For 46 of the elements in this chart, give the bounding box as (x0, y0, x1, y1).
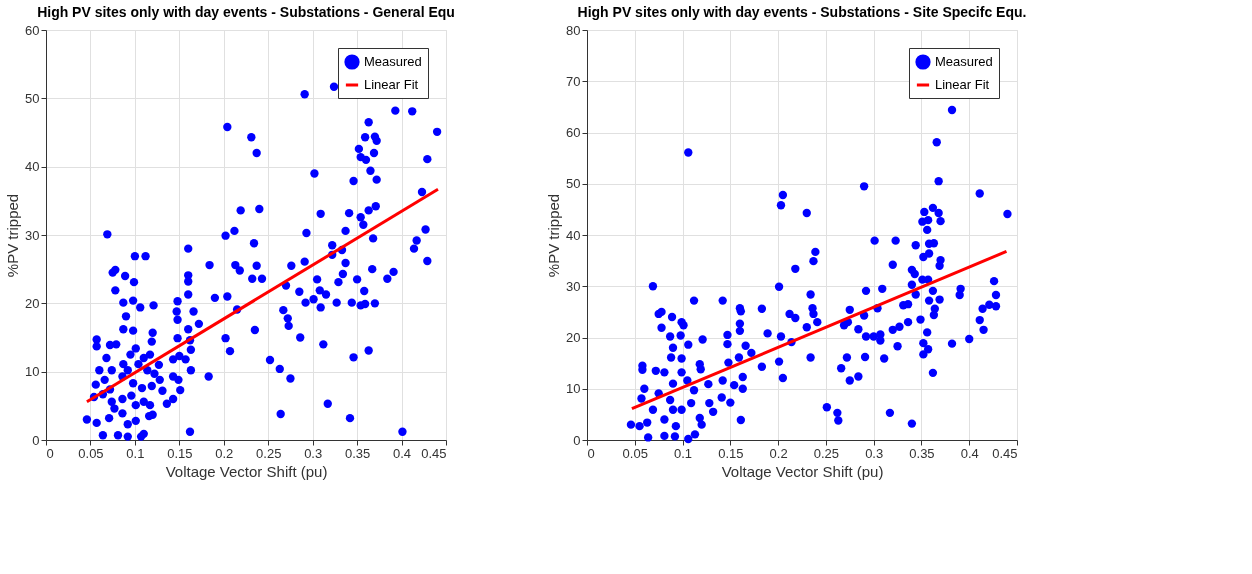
y-tick-label: 50 (25, 90, 40, 106)
y-tick-label: 0 (32, 432, 40, 448)
x-tick-label: 0.3 (865, 445, 884, 461)
x-tick-label: 0.15 (718, 445, 744, 461)
y-tick-label: 30 (566, 278, 581, 294)
y-tick-label: 10 (25, 364, 40, 380)
x-tick-label: 0 (46, 445, 54, 461)
y-tick-label: 0 (573, 432, 581, 448)
y-tick-label: 60 (25, 22, 40, 38)
chart-title: High PV sites only with day events - Substations - General Equ (37, 4, 455, 20)
y-tick-label: 30 (25, 227, 40, 243)
x-tick-label: 0.2 (769, 445, 788, 461)
x-tick-label: 0.05 (622, 445, 648, 461)
x-axis-title: Voltage Vector Shift (pu) (721, 462, 884, 480)
y-tick-label: 50 (566, 176, 581, 192)
x-axis-title: Voltage Vector Shift (pu) (165, 462, 328, 480)
x-tick-label: 0.25 (813, 445, 840, 461)
y-tick-label: 70 (566, 73, 581, 89)
legend-label: Measured (364, 54, 422, 69)
x-tick-label: 0.4 (393, 445, 412, 461)
y-tick-label: 10 (566, 381, 581, 397)
y-tick-label: 40 (566, 227, 581, 243)
y-axis-title: %PV tripped (545, 193, 563, 278)
x-tick-label: 0.25 (256, 445, 282, 461)
y-axis-title: %PV tripped (4, 193, 22, 278)
x-tick-label: 0.1 (674, 445, 693, 461)
x-tick-label: 0.35 (909, 445, 935, 461)
legend-label: Linear Fit (935, 77, 990, 92)
x-tick-label: 0.1 (126, 445, 145, 461)
legend-label: Linear Fit (364, 77, 419, 92)
y-tick-label: 20 (25, 295, 40, 311)
y-tick-label: 80 (566, 22, 581, 38)
x-tick-label: 0.4 (960, 445, 979, 461)
x-tick-label: 0.45 (421, 445, 447, 461)
x-tick-label: 0 (587, 445, 595, 461)
legend-label: Measured (935, 54, 993, 69)
x-tick-label: 0.45 (992, 445, 1018, 461)
x-tick-label: 0.15 (167, 445, 193, 461)
x-tick-label: 0.35 (344, 445, 371, 461)
y-tick-label: 40 (25, 159, 40, 175)
x-tick-label: 0.05 (78, 445, 104, 461)
y-tick-label: 60 (566, 125, 581, 140)
chart-title: High PV sites only with day events - Substations - Site Specifc Equ. (577, 4, 1027, 20)
y-tick-label: 20 (566, 330, 581, 345)
x-tick-label: 0.3 (304, 445, 323, 461)
x-tick-label: 0.2 (215, 445, 234, 461)
